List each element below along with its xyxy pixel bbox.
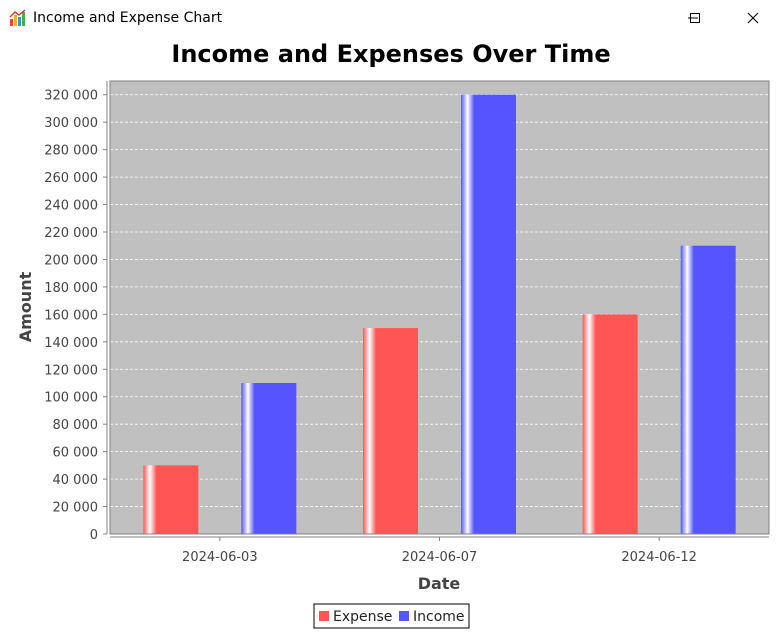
- bar-expense-2024-06-03: [143, 465, 199, 534]
- y-tick-label: 240 000: [44, 199, 98, 214]
- x-tick-label: 2024-06-07: [402, 550, 478, 565]
- legend-label-expense: Expense: [333, 609, 392, 625]
- y-tick-label: 80 000: [53, 418, 99, 433]
- y-tick-label: 20 000: [53, 501, 99, 516]
- x-axis-label: Date: [418, 574, 461, 593]
- legend-swatch-expense: [319, 611, 329, 621]
- minimize-icon: [688, 17, 698, 19]
- bar-chart: Income and Expenses Over Time 0 20 000 40 …: [16, 40, 770, 629]
- y-tick-label: 120 000: [44, 363, 98, 378]
- bar-expense-2024-06-12: [582, 314, 638, 534]
- bar-expense-2024-06-07: [363, 328, 418, 534]
- plot-area: [110, 81, 769, 534]
- plot-border: [109, 80, 770, 535]
- y-tick-label: 280 000: [44, 144, 98, 159]
- y-axis-ticks: 0 20 000 40 000 60 000 80 000 100 000 120 000 1…: [44, 89, 107, 543]
- bars: [143, 94, 736, 535]
- legend-label-income: Income: [413, 609, 465, 625]
- maximize-button-area[interactable]: [672, 0, 718, 36]
- y-tick-label: 100 000: [44, 391, 98, 406]
- minimize-button[interactable]: [670, 0, 716, 36]
- legend-swatch-income: [399, 611, 409, 621]
- close-button[interactable]: [730, 0, 776, 36]
- chart-panel: Income and Expenses Over Time 0 20 000 40 …: [0, 36, 782, 630]
- chart-title: Income and Expenses Over Time: [171, 40, 610, 68]
- x-tick-label: 2024-06-12: [621, 550, 697, 565]
- y-tick-label: 180 000: [44, 281, 98, 296]
- y-tick-label: 140 000: [44, 336, 98, 351]
- bar-income-2024-06-07: [461, 94, 516, 535]
- x-axis-ticks: 2024-06-03 2024-06-07 2024-06-12: [182, 537, 697, 565]
- y-tick-label: 320 000: [44, 89, 98, 104]
- legend: Expense Income: [313, 603, 470, 629]
- y-tick-label: 220 000: [44, 226, 98, 241]
- legend-box: [313, 603, 470, 629]
- bar-income-2024-06-03: [241, 383, 297, 534]
- y-tick-label: 60 000: [53, 446, 99, 461]
- y-axis-label: Amount: [16, 271, 35, 342]
- y-tick-label: 260 000: [44, 171, 98, 186]
- y-tick-label: 200 000: [44, 253, 98, 268]
- maximize-icon: [690, 13, 700, 23]
- y-tick-label: 0: [90, 528, 98, 543]
- x-tick-label: 2024-06-03: [182, 550, 258, 565]
- bar-income-2024-06-12: [680, 245, 736, 534]
- window-titlebar: Income and Expense Chart: [0, 0, 782, 36]
- y-tick-label: 40 000: [53, 473, 99, 488]
- y-tick-label: 160 000: [44, 308, 98, 323]
- bar-chart-app-icon: [9, 9, 26, 26]
- close-icon: [747, 12, 759, 24]
- y-tick-label: 300 000: [44, 116, 98, 131]
- window-title: Income and Expense Chart: [33, 10, 223, 26]
